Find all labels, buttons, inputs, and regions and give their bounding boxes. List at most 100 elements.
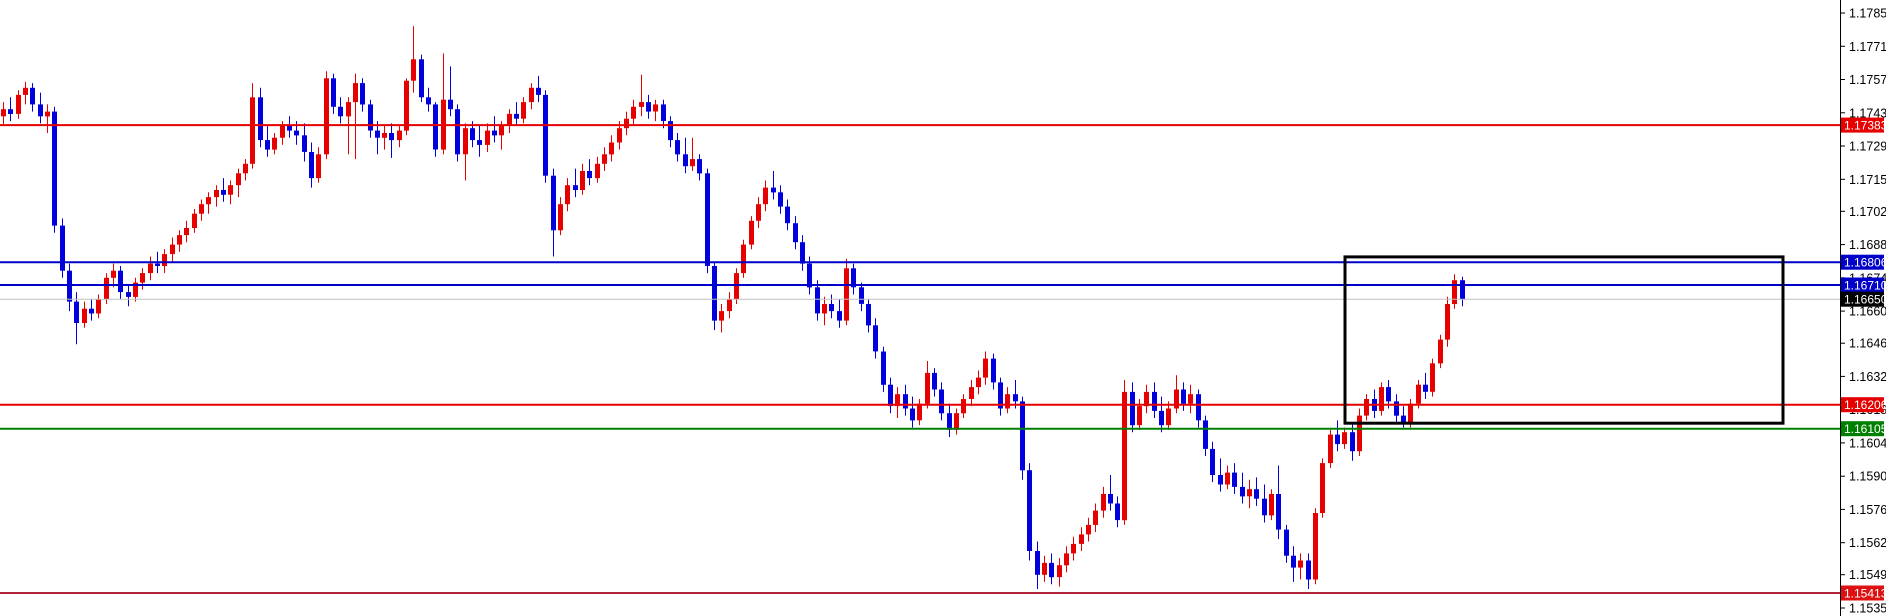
candle-body xyxy=(1181,389,1186,404)
candle-body xyxy=(397,130,402,141)
support-red-mid-price-tag: 1.16206 xyxy=(1841,397,1886,413)
candle-body xyxy=(206,197,211,205)
candle-body xyxy=(749,220,754,245)
candle-body xyxy=(947,413,952,430)
candle-body xyxy=(492,130,497,136)
blue-level-lower-price-tag: 1.16710 xyxy=(1841,277,1886,293)
candle-body xyxy=(1130,391,1135,426)
candle-body xyxy=(954,413,959,430)
candle-body xyxy=(1408,403,1413,423)
candle-body xyxy=(375,130,380,138)
candle-body xyxy=(602,154,607,164)
current-price-price-tag: 1.16650 xyxy=(1841,291,1886,307)
candle-body xyxy=(844,268,849,321)
candle-body xyxy=(558,204,563,231)
price-tag-label: 1.16206 xyxy=(1844,398,1886,412)
candle-body xyxy=(16,94,21,114)
candle-body xyxy=(1144,391,1149,407)
horizontal-levels xyxy=(0,124,1840,594)
candle-body xyxy=(565,185,570,205)
candle-body xyxy=(734,273,739,300)
candle-body xyxy=(1,109,6,117)
candle-body xyxy=(67,270,72,302)
candle-body xyxy=(96,299,101,314)
candle-body xyxy=(829,304,834,312)
candle-body xyxy=(1013,394,1018,402)
candle-body xyxy=(316,154,321,179)
candle-body xyxy=(1438,339,1443,364)
candle-body xyxy=(389,133,394,141)
candle-body xyxy=(272,137,277,150)
candle-body xyxy=(1027,470,1032,551)
candle-body xyxy=(133,282,138,297)
candle-body xyxy=(1071,543,1076,554)
candle-body xyxy=(1108,494,1113,504)
candle-body xyxy=(998,382,1003,409)
axis-tick-label: 1.15625 xyxy=(1849,536,1886,550)
candle-body xyxy=(1115,503,1120,521)
candle-body xyxy=(1445,304,1450,340)
axis-tick-label: 1.17020 xyxy=(1849,205,1886,219)
candle-body xyxy=(1020,401,1025,471)
candle-body xyxy=(1093,510,1098,525)
candle-body xyxy=(624,118,629,129)
candle-body xyxy=(800,242,805,264)
candle-body xyxy=(617,128,622,143)
candle-body xyxy=(991,358,996,383)
candle-body xyxy=(543,94,548,176)
candle-body xyxy=(888,384,893,407)
candle-body xyxy=(961,399,966,414)
candle-body xyxy=(903,394,908,409)
candle-body xyxy=(1064,553,1069,566)
candle-body xyxy=(280,125,285,138)
candle-body xyxy=(917,403,922,421)
candle-body xyxy=(639,102,644,107)
candle-body xyxy=(1452,280,1457,304)
candle-body xyxy=(866,304,871,326)
price-tag-label: 1.16105 xyxy=(1844,422,1886,436)
candle-body xyxy=(873,325,878,352)
candle-body xyxy=(1430,363,1435,392)
candlesticks xyxy=(1,26,1465,589)
candle-body xyxy=(426,97,431,105)
candle-body xyxy=(1188,394,1193,404)
candle-body xyxy=(419,59,424,98)
candle-body xyxy=(265,140,270,150)
candle-body xyxy=(778,192,783,207)
candle-body xyxy=(111,270,116,278)
candle-body xyxy=(1423,384,1428,392)
candle-body xyxy=(859,287,864,304)
axis-tick-label: 1.15350 xyxy=(1849,602,1886,616)
candle-body xyxy=(1350,432,1355,452)
candle-body xyxy=(587,171,592,179)
candle-body xyxy=(1394,401,1399,416)
candle-body xyxy=(719,311,724,321)
candle-body xyxy=(1401,415,1406,423)
price-tag-label: 1.17383 xyxy=(1844,119,1886,133)
candle-body xyxy=(324,78,329,155)
candle-body xyxy=(690,159,695,167)
candle-body xyxy=(1086,524,1091,535)
candle-body xyxy=(1284,529,1289,556)
candle-body xyxy=(1225,472,1230,485)
candle-body xyxy=(1218,475,1223,485)
candle-body xyxy=(1342,432,1347,445)
candle-body xyxy=(228,185,233,195)
breakout-rectangle-annotation[interactable] xyxy=(1343,255,1785,425)
candle-body xyxy=(727,299,732,312)
price-tag-label: 1.15413 xyxy=(1844,587,1886,601)
support-crimson-low-price-tag: 1.15413 xyxy=(1841,585,1886,601)
candle-body xyxy=(1042,562,1047,575)
candle-body xyxy=(771,187,776,193)
axis-tick-label: 1.16045 xyxy=(1849,436,1886,450)
candle-body xyxy=(646,102,651,112)
candle-body xyxy=(1232,472,1237,487)
axis-tick-label: 1.17435 xyxy=(1849,106,1886,120)
candle-body xyxy=(338,106,343,117)
candle-body xyxy=(331,78,336,107)
candle-body xyxy=(1254,489,1259,499)
axis-tick-label: 1.17575 xyxy=(1849,73,1886,87)
